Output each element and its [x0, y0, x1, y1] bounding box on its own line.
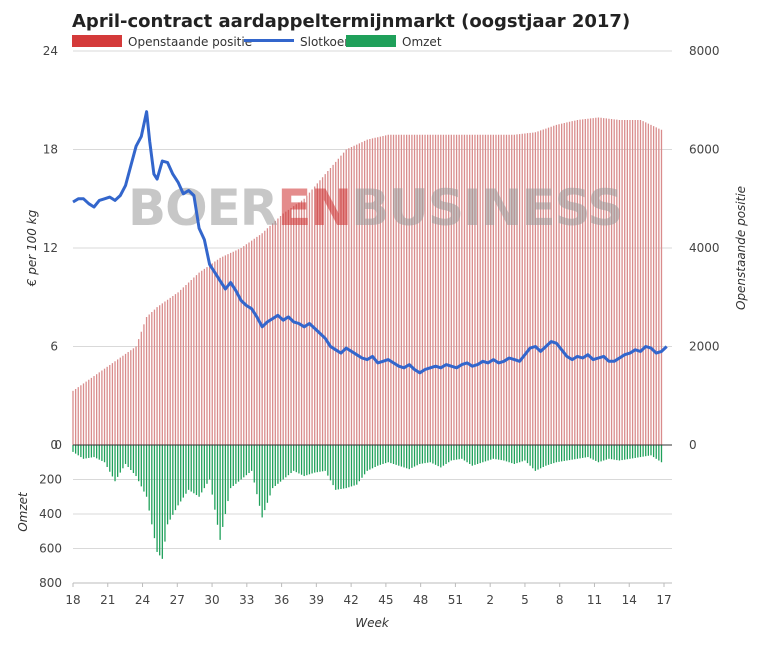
legend-swatch-openstaande-positie — [72, 35, 122, 47]
volume-axis-tick: 400 — [39, 507, 62, 521]
x-axis-tick: 27 — [170, 593, 185, 607]
watermark-part-1: BOER — [128, 179, 278, 237]
watermark-part-2: EN — [277, 179, 351, 237]
left-axis-title: € per 100 kg — [25, 209, 39, 287]
legend-swatch-omzet — [346, 35, 396, 47]
x-axis-tick: 42 — [343, 593, 358, 607]
x-axis-tick: 51 — [448, 593, 463, 607]
legend-label-openstaande-positie: Openstaande positie — [128, 35, 252, 49]
axes: 0612182402000400060008000020040060080018… — [16, 44, 748, 630]
watermark-part-3: BUSINESS — [351, 179, 622, 237]
x-axis-tick: 33 — [239, 593, 254, 607]
x-axis-tick: 2 — [486, 593, 494, 607]
right-axis-tick: 2000 — [689, 340, 720, 354]
x-axis-tick: 39 — [309, 593, 324, 607]
left-axis-tick: 18 — [43, 143, 58, 157]
x-axis-tick: 8 — [556, 593, 564, 607]
x-axis-tick: 30 — [204, 593, 219, 607]
x-axis-tick: 11 — [587, 593, 602, 607]
left-axis-tick: 12 — [43, 241, 58, 255]
right-axis-tick: 4000 — [689, 241, 720, 255]
x-axis-tick: 48 — [413, 593, 428, 607]
volume-axis-tick: 800 — [39, 576, 62, 590]
x-axis-tick: 5 — [521, 593, 529, 607]
x-axis-tick: 14 — [622, 593, 637, 607]
right-axis-tick: 8000 — [689, 44, 720, 58]
volume-axis-tick: 200 — [39, 473, 62, 487]
volume-axis-tick: 600 — [39, 542, 62, 556]
omzet-bars — [72, 445, 663, 559]
left-axis-tick: 0 — [50, 438, 58, 452]
legend-label-slotkoers: Slotkoers — [300, 35, 355, 49]
right-axis-title: Openstaande positie — [734, 186, 748, 310]
watermark-logo: BOERENBUSINESS — [128, 179, 623, 237]
x-axis-tick: 18 — [65, 593, 80, 607]
legend-label-omzet: Omzet — [402, 35, 442, 49]
left-axis-tick: 24 — [43, 44, 58, 58]
x-axis-tick: 24 — [135, 593, 150, 607]
x-axis-tick: 45 — [378, 593, 393, 607]
volume-axis-title: Omzet — [16, 491, 30, 532]
x-axis-tick: 21 — [100, 593, 115, 607]
slotkoers-line-group — [72, 110, 668, 375]
svg-text:BOERENBUSINESS: BOERENBUSINESS — [128, 179, 622, 237]
x-axis-title: Week — [355, 616, 390, 630]
legend-swatch-slotkoers — [244, 39, 294, 42]
right-axis-tick: 6000 — [689, 143, 720, 157]
slotkoers-line — [72, 110, 668, 375]
legend: Openstaande positie Slotkoers Omzet — [72, 35, 442, 49]
x-axis-tick: 36 — [274, 593, 289, 607]
left-axis-tick: 6 — [50, 340, 58, 354]
right-axis-tick: 0 — [689, 438, 697, 452]
chart-title: April-contract aardappeltermijnmarkt (oo… — [72, 11, 630, 32]
openstaande-positie-bars — [72, 117, 663, 445]
volume-axis-tick: 0 — [54, 438, 62, 452]
x-axis-tick: 17 — [656, 593, 671, 607]
